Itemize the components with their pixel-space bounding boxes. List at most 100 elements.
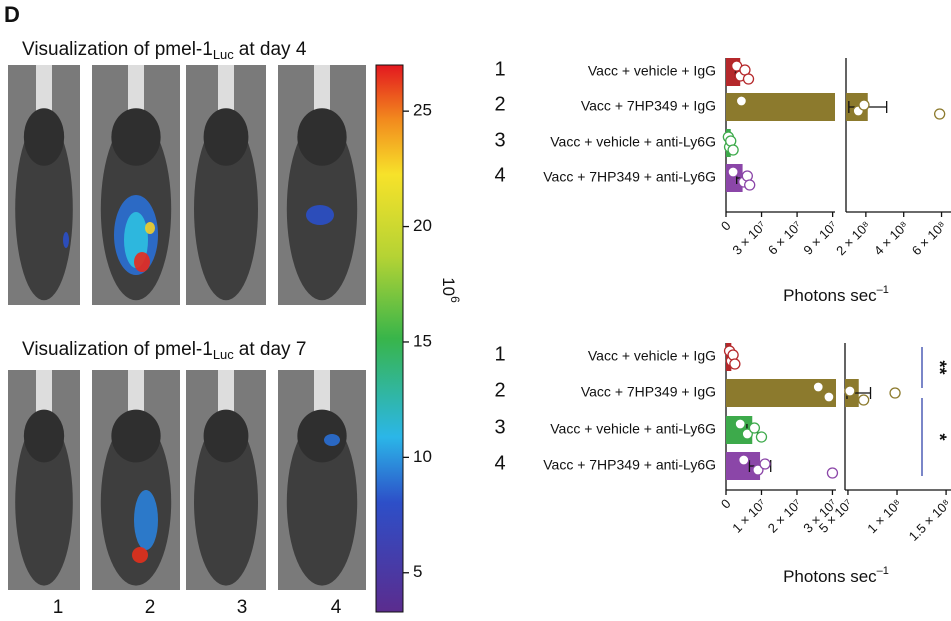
data-point: [857, 394, 870, 406]
group-label: 3: [494, 416, 505, 438]
data-point: [744, 179, 756, 191]
label: Photons sec: [783, 286, 877, 305]
category-label: Vacc + vehicle + IgG: [588, 63, 716, 79]
bar: [726, 379, 859, 407]
data-point: [741, 428, 753, 440]
image-row-title: Visualization of pmel-1Luc at day 7: [22, 339, 306, 362]
category-label: Vacc + 7HP349 + anti-Ly6G: [543, 169, 716, 185]
category-label: Vacc + vehicle + anti-Ly6G: [550, 134, 716, 150]
x-tick-label: 6 × 10⁸: [909, 218, 949, 258]
x-tick-label: 1 × 10⁸: [864, 496, 904, 536]
mouse-body: [286, 418, 358, 586]
signal-blob: [63, 232, 69, 248]
label: Photons sec: [783, 567, 877, 586]
data-point: [734, 418, 746, 430]
image-label: 2: [145, 597, 156, 618]
title-end: at day 7: [239, 339, 307, 360]
x-tick-label: 1.5 × 10⁸: [906, 496, 951, 544]
data-point: [823, 391, 835, 403]
group-label: 1: [494, 343, 505, 365]
title-sub: Luc: [213, 347, 234, 362]
x-tick-label: 9 × 10⁷: [800, 218, 840, 258]
x-tick-label: 1 × 10⁷: [729, 496, 769, 536]
data-point: [752, 464, 764, 476]
x-tick-label: 4 × 10⁸: [871, 218, 911, 258]
x-tick-label: 0: [718, 496, 734, 512]
mouse-head: [23, 108, 65, 166]
group-label: 1: [494, 58, 505, 80]
signal-blob: [132, 547, 148, 563]
data-point: [748, 422, 761, 434]
x-tick-label: 2 × 10⁸: [833, 218, 873, 258]
group-label: 4: [494, 164, 505, 186]
data-point: [738, 454, 750, 466]
data-point: [735, 95, 748, 107]
data-point: [933, 108, 946, 120]
signal-blob: [324, 434, 340, 446]
image-label: 3: [237, 597, 248, 618]
group-label: 3: [494, 129, 505, 151]
category-label: Vacc + 7HP349 + anti-Ly6G: [543, 457, 716, 473]
mouse-images: [8, 65, 366, 590]
data-point: [727, 144, 739, 156]
data-point: [889, 387, 901, 399]
significance-label: *: [929, 433, 949, 440]
data-point: [755, 431, 768, 443]
label: 10: [439, 277, 458, 296]
data-point: [729, 358, 741, 370]
colorbar-tick-label: 15: [413, 331, 432, 350]
title-end: at day 4: [239, 39, 307, 60]
colorbar: [375, 64, 404, 613]
mouse-head: [23, 409, 65, 463]
data-point: [858, 99, 870, 111]
colorbar-tick-label: 25: [413, 101, 432, 120]
image-label: 4: [331, 597, 342, 618]
data-point: [759, 458, 771, 470]
image-label: 1: [53, 597, 64, 618]
image-row-title: Visualization of pmel-1Luc at day 4: [22, 39, 307, 62]
x-tick-label: 6 × 10⁷: [765, 218, 805, 258]
colorbar-tick-label: 20: [413, 216, 432, 235]
mouse-body: [194, 117, 258, 301]
group-label: 2: [494, 93, 505, 115]
mouse-head: [111, 108, 161, 166]
category-label: Vacc + vehicle + IgG: [588, 348, 716, 364]
x-tick-label: 3 × 10⁷: [729, 218, 769, 258]
data-point: [826, 467, 839, 479]
signal-blob: [134, 252, 150, 272]
data-point: [812, 381, 824, 393]
label-sup: –1: [877, 284, 889, 296]
x-axis-label: Photons sec–1: [783, 284, 889, 306]
colorbar-tick-label: 5: [413, 562, 422, 581]
category-label: Vacc + 7HP349 + IgG: [581, 98, 716, 114]
signal-blob: [306, 205, 334, 225]
mouse-head: [297, 409, 347, 463]
signal-blob: [145, 222, 155, 234]
significance-label: **: [929, 360, 949, 374]
data-point: [727, 166, 739, 178]
mouse-body: [194, 418, 258, 586]
mouse-head: [111, 409, 161, 463]
category-label: Vacc + 7HP349 + IgG: [581, 384, 716, 400]
label-sup: 6: [448, 296, 462, 303]
group-label: 4: [494, 452, 505, 474]
category-label: Vacc + vehicle + anti-Ly6G: [550, 421, 716, 437]
title: Visualization of pmel-1: [22, 39, 213, 60]
x-axis-label: Photons sec–1: [783, 565, 889, 587]
title-sub: Luc: [213, 47, 234, 62]
mouse-body: [100, 418, 172, 586]
colorbar-tick-label: 10: [413, 447, 432, 466]
signal-blob: [134, 490, 158, 550]
panel-label: D: [4, 2, 20, 27]
mouse-body: [15, 117, 73, 301]
mouse-head: [203, 108, 249, 166]
x-tick-label: 2 × 10⁷: [765, 496, 805, 536]
mouse-body: [15, 418, 73, 586]
bar: [726, 452, 761, 480]
mouse-head: [297, 108, 347, 166]
data-point: [742, 73, 755, 85]
group-label: 2: [494, 379, 505, 401]
data-point: [727, 349, 739, 361]
mouse-head: [203, 409, 249, 463]
